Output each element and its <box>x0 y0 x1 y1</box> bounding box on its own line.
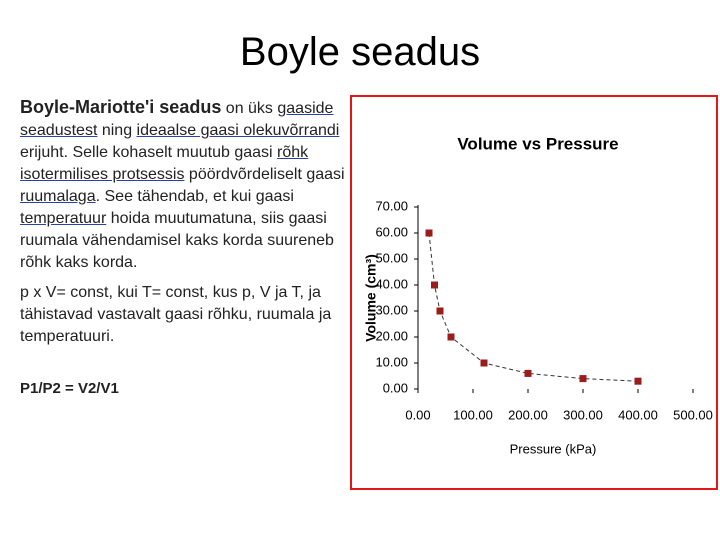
link-text[interactable]: ideaalse gaasi olekuvõrrandi <box>136 122 340 139</box>
data-point <box>579 375 587 383</box>
y-tick-label: 70.00 <box>375 198 408 213</box>
text: ning <box>97 122 137 139</box>
y-tick-label: 10.00 <box>375 354 408 369</box>
y-tick-label: 60.00 <box>375 224 408 239</box>
text: . See tähendab, et kui gaasi <box>95 188 294 205</box>
intro-paragraph: Boyle-Mariotte'i seadus on üks gaaside s… <box>20 96 352 274</box>
data-point <box>431 281 438 289</box>
data-point <box>480 359 488 367</box>
definition-paragraph: p x V= const, kui T= const, kus p, V ja … <box>20 284 332 345</box>
x-tick-label: 500.00 <box>673 407 713 422</box>
slide-title: Boyle seadus <box>239 30 481 74</box>
formula: P1/P2 = V2/V1 <box>20 380 119 397</box>
data-point <box>436 307 444 315</box>
x-tick-label: 100.00 <box>453 407 493 422</box>
text-body: Boyle-Mariotte'i seadus on üks gaaside s… <box>20 96 352 400</box>
x-tick-label: 200.00 <box>508 407 548 422</box>
trend-line <box>428 232 639 382</box>
x-tick-label: 400.00 <box>618 407 658 422</box>
link-text[interactable]: rõhk <box>277 144 309 161</box>
data-point <box>447 333 455 341</box>
y-axis-label: Volume (cm³) <box>363 254 379 342</box>
link-text[interactable]: ruumalaga <box>20 188 96 205</box>
chart-title: Volume vs Pressure <box>457 134 618 153</box>
x-tick-label: 0.00 <box>405 407 430 422</box>
link-text[interactable]: temperatuur <box>20 210 107 227</box>
data-point <box>634 377 642 385</box>
bold-text: Boyle-Mariotte'i seadus <box>20 97 222 117</box>
link-text[interactable]: isotermilises protsessis <box>20 166 185 183</box>
y-tick-label: 50.00 <box>375 250 408 265</box>
y-tick-label: 20.00 <box>375 328 408 343</box>
data-point <box>524 369 532 377</box>
x-tick-label: 300.00 <box>563 407 603 422</box>
link-text[interactable]: gaaside seadustest <box>20 100 334 139</box>
chart-frame <box>350 95 718 490</box>
data-point <box>425 229 433 237</box>
text: pöördvõrdeliselt gaasi <box>184 166 345 183</box>
text: hoida muutumatuna, siis gaasi ruumala vä… <box>20 210 334 271</box>
text: on üks <box>221 100 278 117</box>
y-tick-label: 0.00 <box>383 380 408 395</box>
text: erijuht. Selle kohaselt muutub gaasi <box>20 144 278 161</box>
y-tick-label: 30.00 <box>375 302 408 317</box>
y-tick-label: 40.00 <box>375 276 408 291</box>
x-axis-label: Pressure (kPa) <box>510 441 597 456</box>
